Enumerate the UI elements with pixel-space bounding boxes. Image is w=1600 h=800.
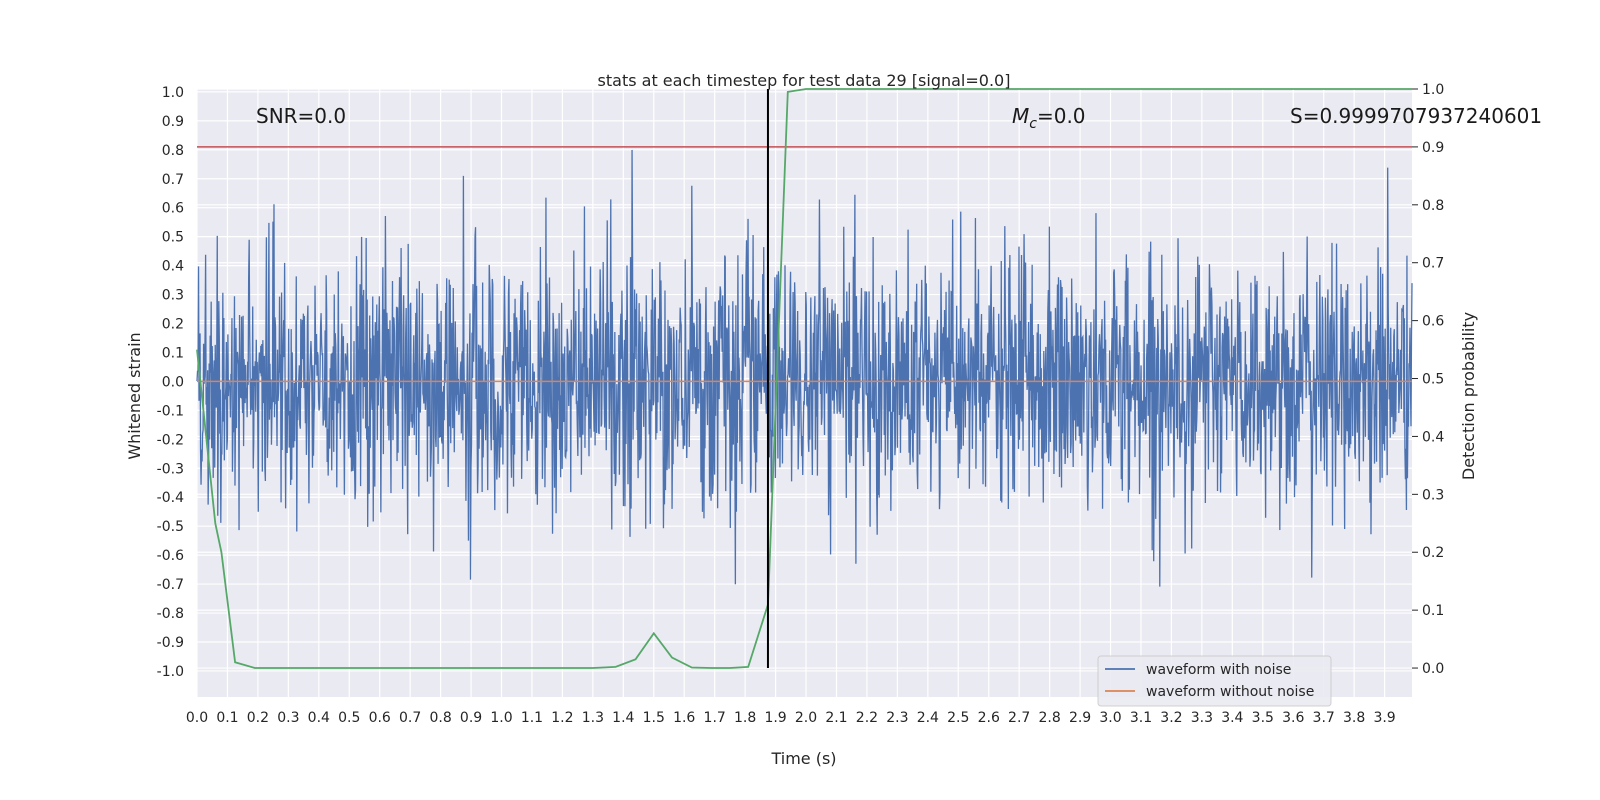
x-tick-label: 1.0 bbox=[490, 710, 512, 726]
x-tick-label: 1.7 bbox=[704, 710, 726, 726]
y-tick-label: -0.9 bbox=[157, 635, 184, 651]
x-tick-label: 3.8 bbox=[1343, 710, 1365, 726]
x-tick-label: 2.4 bbox=[917, 710, 939, 726]
y2-tick-label: 0.0 bbox=[1422, 661, 1444, 677]
annotation-mc: Mc=0.0 bbox=[1012, 104, 1086, 132]
x-tick-label: 2.5 bbox=[947, 710, 969, 726]
x-tick-label: 2.0 bbox=[795, 710, 817, 726]
y-tick-label: 0.4 bbox=[162, 259, 184, 275]
x-tick-label: 2.7 bbox=[1008, 710, 1030, 726]
annotation-mc-subscript: c bbox=[1029, 116, 1037, 132]
y2-tick-label: 1.0 bbox=[1422, 82, 1444, 98]
y-tick-label: 0.0 bbox=[162, 374, 184, 390]
legend-label-noise: waveform with noise bbox=[1146, 662, 1291, 678]
x-tick-label: 1.9 bbox=[764, 710, 786, 726]
y2-tick-label: 0.7 bbox=[1422, 256, 1444, 272]
x-tick-label: 1.6 bbox=[673, 710, 695, 726]
x-tick-label: 0.7 bbox=[399, 710, 421, 726]
y-tick-label: 0.8 bbox=[162, 143, 184, 159]
y2-tick-label: 0.8 bbox=[1422, 198, 1444, 214]
x-tick-label: 1.5 bbox=[643, 710, 665, 726]
y-tick-label: 0.9 bbox=[162, 114, 184, 130]
x-tick-label: 1.1 bbox=[521, 710, 543, 726]
x-tick-label: 2.1 bbox=[825, 710, 847, 726]
y-tick-label: 0.3 bbox=[162, 288, 184, 304]
x-tick-label: 3.6 bbox=[1282, 710, 1304, 726]
y-tick-label: 0.6 bbox=[162, 201, 184, 217]
legend: waveform with noise waveform without noi… bbox=[1097, 655, 1332, 707]
y-tick-label: -0.2 bbox=[157, 432, 184, 448]
x-tick-label: 0.9 bbox=[460, 710, 482, 726]
x-tick-label: 0.2 bbox=[247, 710, 269, 726]
annotation-snr: SNR=0.0 bbox=[256, 104, 346, 128]
x-tick-label: 2.8 bbox=[1038, 710, 1060, 726]
y2-tick-label: 0.9 bbox=[1422, 140, 1444, 156]
y2-tick-label: 0.3 bbox=[1422, 487, 1444, 503]
series-waveform-with-noise bbox=[196, 149, 1413, 587]
y-tick-label: 0.5 bbox=[162, 230, 184, 246]
x-tick-label: 3.9 bbox=[1373, 710, 1395, 726]
chart-title: stats at each timestep for test data 29 … bbox=[598, 71, 1011, 90]
x-tick-label: 0.3 bbox=[277, 710, 299, 726]
x-tick-label: 2.6 bbox=[978, 710, 1000, 726]
y2-tick-labels: 1.0 0.9 0.8 0.7 0.6 0.5 0.4 0.3 0.2 0.1 0.0 bbox=[1422, 82, 1444, 677]
y-tick-label: -0.1 bbox=[157, 403, 184, 419]
x-tick-label: 0.1 bbox=[216, 710, 238, 726]
x-tick-label: 1.2 bbox=[551, 710, 573, 726]
y-tick-label: -0.3 bbox=[157, 461, 184, 477]
y-tick-label: -0.8 bbox=[157, 606, 184, 622]
y-tick-label: 0.2 bbox=[162, 317, 184, 333]
x-tick-label: 0.8 bbox=[429, 710, 451, 726]
x-tick-label: 3.3 bbox=[1191, 710, 1213, 726]
legend-label-clean: waveform without noise bbox=[1146, 684, 1314, 700]
y-tick-label: 0.7 bbox=[162, 172, 184, 188]
y-tick-label: -0.5 bbox=[157, 519, 184, 535]
x-tick-label: 0.6 bbox=[369, 710, 391, 726]
x-tick-labels: 0.0 0.1 0.2 0.3 0.4 0.5 0.6 0.7 0.8 0.9 1.0 1.1 1.2 1… bbox=[186, 710, 1396, 726]
annotation-mc-value: =0.0 bbox=[1037, 104, 1086, 128]
x-tick-label: 2.3 bbox=[886, 710, 908, 726]
y-tick-label: 1.0 bbox=[162, 85, 184, 101]
x-tick-label: 3.5 bbox=[1252, 710, 1274, 726]
x-tick-label: 3.1 bbox=[1130, 710, 1152, 726]
x-tick-label: 1.8 bbox=[734, 710, 756, 726]
y-tick-label: -0.7 bbox=[157, 577, 184, 593]
y2-tick-label: 0.5 bbox=[1422, 372, 1444, 388]
x-tick-label: 1.3 bbox=[582, 710, 604, 726]
y-tick-labels: 1.0 0.9 0.8 0.7 0.6 0.5 0.4 0.3 0.2 0.1 0.0 -0.1 -0.… bbox=[157, 85, 184, 680]
y-axis-label: Whitened strain bbox=[125, 332, 144, 459]
x-tick-label: 3.4 bbox=[1221, 710, 1243, 726]
x-tick-label: 2.9 bbox=[1069, 710, 1091, 726]
y2-tick-label: 0.4 bbox=[1422, 429, 1444, 445]
y-tick-label: -0.4 bbox=[157, 490, 184, 506]
x-tick-label: 3.7 bbox=[1313, 710, 1335, 726]
annotation-mc-symbol: M bbox=[1012, 104, 1029, 128]
y2-tick-label: 0.2 bbox=[1422, 545, 1444, 561]
y-tick-label: -0.6 bbox=[157, 548, 184, 564]
x-tick-label: 0.0 bbox=[186, 710, 208, 726]
legend-box bbox=[1097, 655, 1332, 707]
y-tick-label: -1.0 bbox=[157, 664, 184, 680]
y2-tick-label: 0.6 bbox=[1422, 314, 1444, 330]
x-tick-label: 3.2 bbox=[1160, 710, 1182, 726]
x-tick-label: 1.4 bbox=[612, 710, 634, 726]
x-tick-label: 0.4 bbox=[308, 710, 330, 726]
x-tick-label: 2.2 bbox=[856, 710, 878, 726]
y-gridlines bbox=[197, 91, 1412, 672]
x-tick-label: 0.5 bbox=[338, 710, 360, 726]
series-detection-probability bbox=[196, 88, 1412, 669]
y2-axis-label: Detection probability bbox=[1459, 312, 1478, 480]
x-axis-label: Time (s) bbox=[770, 749, 836, 768]
x-tick-label: 3.0 bbox=[1099, 710, 1121, 726]
y2-tick-label: 0.1 bbox=[1422, 603, 1444, 619]
annotation-s: S=0.9999707937240601 bbox=[1290, 104, 1542, 128]
y-tick-label: 0.1 bbox=[162, 345, 184, 361]
waveform-with-noise-line bbox=[196, 149, 1413, 587]
